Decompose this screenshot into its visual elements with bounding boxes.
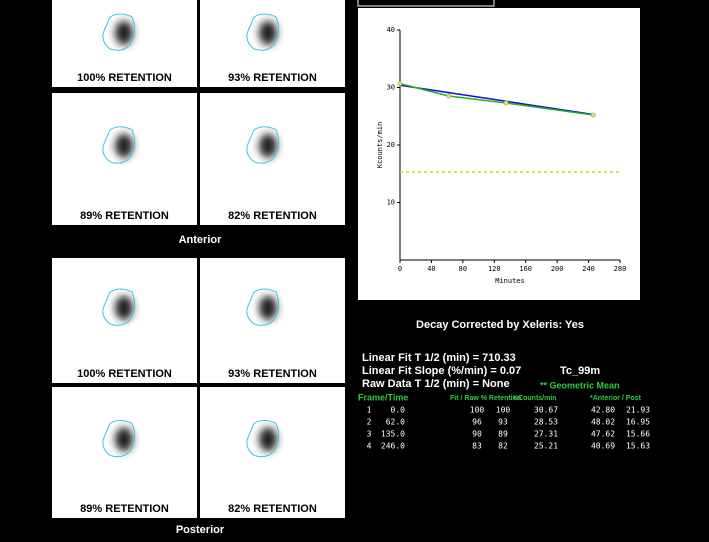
y-tick-label: 30 [387, 84, 395, 92]
header-tab [357, 0, 495, 7]
activity [259, 133, 277, 158]
fit-line: Linear Fit T 1/2 (min) = 710.33 [362, 352, 516, 364]
y-tick-label: 20 [387, 141, 395, 149]
table-cell: 2 [367, 418, 372, 427]
table-cell: 47.62 [591, 430, 615, 439]
y-axis-label: Kcounts/min [376, 122, 384, 168]
y-tick-label: 40 [387, 26, 395, 34]
roi-contour [102, 126, 136, 164]
retention-label: 93% RETENTION [228, 72, 317, 84]
activity [115, 21, 133, 45]
chart-panel [358, 8, 640, 300]
table-cell: 27.31 [534, 430, 558, 439]
table-cell: 1 [367, 406, 372, 415]
data-point [503, 100, 509, 106]
table-cell: 0.0 [391, 406, 406, 415]
table-cell: 100 [496, 406, 511, 415]
roi-contour [102, 288, 136, 326]
retention-label: 82% RETENTION [228, 210, 317, 222]
series-line [399, 84, 594, 116]
scan-image [200, 0, 345, 87]
table-cell: 3 [367, 430, 372, 439]
table-cell: 89 [498, 430, 508, 439]
table-cell: 62.0 [386, 418, 405, 427]
decay-note: Decay Corrected by Xeleris: Yes [416, 319, 584, 331]
activity [115, 296, 133, 320]
scan-image [52, 258, 197, 383]
roi-contour [246, 126, 280, 164]
x-tick-label: 120 [488, 265, 501, 273]
isotope: Tc_99m [560, 365, 600, 377]
data-point [446, 93, 452, 99]
section-label: Anterior [179, 234, 223, 246]
retention-label: 82% RETENTION [228, 503, 317, 515]
series-line [399, 82, 594, 116]
table-cell: 90 [472, 430, 482, 439]
roi-contour [246, 419, 280, 458]
table-cell: 135.0 [381, 430, 405, 439]
fit-line: Linear Fit Slope (%/min) = 0.07 [362, 365, 521, 377]
activity [115, 133, 133, 158]
x-tick-label: 160 [519, 265, 532, 273]
table-cell: 40.69 [591, 442, 615, 451]
roi-contour [102, 13, 136, 51]
table-cell: 48.02 [591, 418, 615, 427]
table-cell: 28.53 [534, 418, 558, 427]
scan-image [52, 93, 197, 225]
activity [259, 427, 277, 452]
x-tick-label: 240 [582, 265, 595, 273]
table-cell: 15.63 [626, 442, 650, 451]
scan-image [52, 387, 197, 518]
roi-contour [246, 13, 280, 51]
fit-line: Raw Data T 1/2 (min) = None [362, 378, 510, 390]
x-tick-label: 80 [459, 265, 467, 273]
x-tick-label: 280 [614, 265, 627, 273]
table-cell: 82 [498, 442, 508, 451]
table-cell: 16.95 [626, 418, 650, 427]
table-cell: 100 [470, 406, 485, 415]
geometric-mean: ** Geometric Mean [540, 380, 620, 390]
table-cell: 42.80 [591, 406, 615, 415]
table-cell: 21.93 [626, 406, 650, 415]
activity [259, 296, 277, 320]
table-cell: 246.0 [381, 442, 405, 451]
retention-label: 89% RETENTION [80, 210, 169, 222]
y-tick-label: 10 [387, 199, 395, 207]
x-tick-label: 40 [427, 265, 435, 273]
table-cell: 4 [367, 442, 372, 451]
retention-label: 93% RETENTION [228, 368, 317, 380]
table-cell: 25.21 [534, 442, 558, 451]
section-label: Posterior [176, 524, 225, 536]
x-tick-label: 200 [551, 265, 564, 273]
activity [115, 427, 133, 452]
x-tick-label: 0 [398, 265, 402, 273]
retention-label: 89% RETENTION [80, 503, 169, 515]
x-axis-label: Minutes [495, 277, 525, 285]
data-point [397, 81, 403, 87]
table-header: Fit / Raw % Retention [450, 395, 521, 402]
retention-label: 100% RETENTION [77, 368, 172, 380]
retention-label: 100% RETENTION [77, 72, 172, 84]
table-header: *Anterior / Post [590, 395, 642, 402]
table-cell: 83 [472, 442, 482, 451]
scan-image [200, 258, 345, 383]
roi-contour [102, 419, 136, 458]
table-header: Frame/Time [358, 392, 408, 402]
table-cell: 93 [498, 418, 508, 427]
table-cell: 96 [472, 418, 482, 427]
data-point [590, 112, 596, 118]
activity [259, 21, 277, 45]
table-header: KCounts/min [513, 395, 557, 402]
table-cell: 30.67 [534, 406, 558, 415]
table-cell: 15.66 [626, 430, 650, 439]
roi-contour [246, 288, 280, 326]
